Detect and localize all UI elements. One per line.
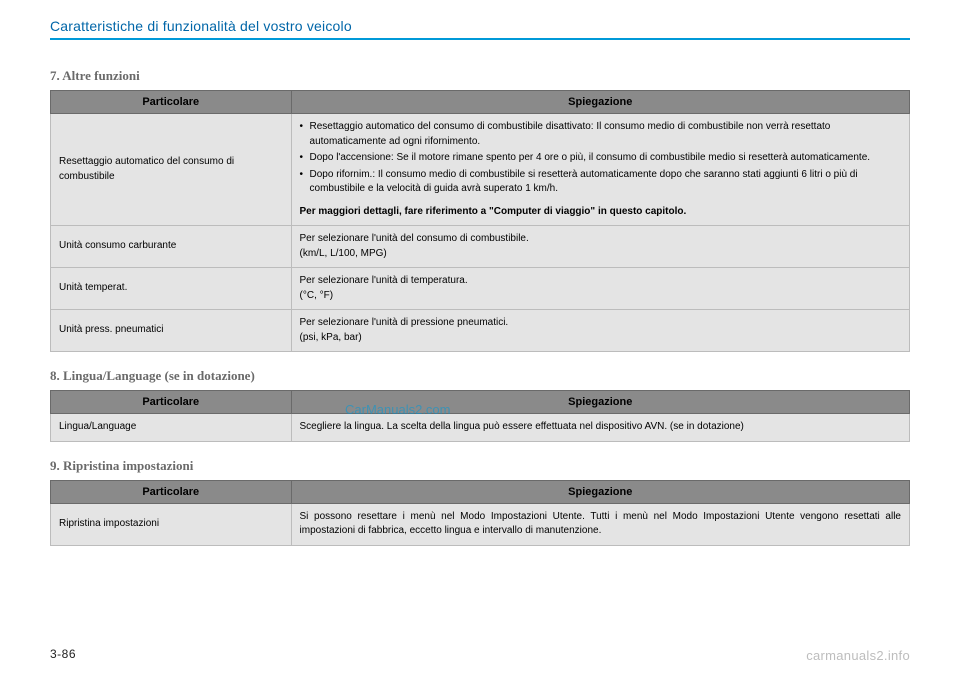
section-8-title: 8. Lingua/Language (se in dotazione): [50, 368, 910, 384]
table-9-header-right: Spiegazione: [291, 480, 909, 503]
table-row: Ripristina impostazioni Si possono reset…: [51, 503, 910, 545]
section-8: 8. Lingua/Language (se in dotazione) Par…: [50, 368, 910, 442]
section-7: 7. Altre funzioni Particolare Spiegazion…: [50, 68, 910, 352]
bullet-list: Resettaggio automatico del consumo di co…: [300, 120, 901, 197]
bullet-item: Dopo l'accensione: Se il motore rimane s…: [300, 151, 901, 166]
table-row: Resettaggio automatico del consumo di co…: [51, 114, 910, 226]
table-7-header-right: Spiegazione: [291, 91, 909, 114]
cell-right: Per selezionare l'unità di pressione pne…: [291, 310, 909, 352]
note-text: Per maggiori dettagli, fare riferimento …: [300, 205, 901, 220]
section-9: 9. Ripristina impostazioni Particolare S…: [50, 458, 910, 546]
cell-left: Lingua/Language: [51, 414, 292, 442]
page-number: 3-86: [50, 647, 76, 661]
page-header: Caratteristiche di funzionalità del vost…: [50, 18, 910, 40]
table-row: Unità temperat. Per selezionare l'unità …: [51, 268, 910, 310]
cell-left: Resettaggio automatico del consumo di co…: [51, 114, 292, 226]
table-8: Particolare Spiegazione Lingua/Language …: [50, 390, 910, 442]
bullet-item: Dopo rifornim.: Il consumo medio di comb…: [300, 168, 901, 197]
table-row: Unità consumo carburante Per selezionare…: [51, 226, 910, 268]
cell-left: Unità temperat.: [51, 268, 292, 310]
table-9-header-left: Particolare: [51, 480, 292, 503]
bullet-item: Resettaggio automatico del consumo di co…: [300, 120, 901, 149]
cell-right: Si possono resettare i menù nel Modo Imp…: [291, 503, 909, 545]
cell-right: Scegliere la lingua. La scelta della lin…: [291, 414, 909, 442]
table-9: Particolare Spiegazione Ripristina impos…: [50, 480, 910, 546]
cell-right: Per selezionare l'unità del consumo di c…: [291, 226, 909, 268]
cell-left: Unità consumo carburante: [51, 226, 292, 268]
cell-left: Unità press. pneumatici: [51, 310, 292, 352]
page-title: Caratteristiche di funzionalità del vost…: [50, 18, 352, 34]
table-row: Unità press. pneumatici Per selezionare …: [51, 310, 910, 352]
page-container: Caratteristiche di funzionalità del vost…: [0, 0, 960, 546]
cell-left: Ripristina impostazioni: [51, 503, 292, 545]
table-8-header-left: Particolare: [51, 391, 292, 414]
table-7-header-left: Particolare: [51, 91, 292, 114]
cell-right: Per selezionare l'unità di temperatura. …: [291, 268, 909, 310]
table-7: Particolare Spiegazione Resettaggio auto…: [50, 90, 910, 352]
footer-link: carmanuals2.info: [806, 648, 910, 663]
section-9-title: 9. Ripristina impostazioni: [50, 458, 910, 474]
section-7-title: 7. Altre funzioni: [50, 68, 910, 84]
table-8-header-right: Spiegazione: [291, 391, 909, 414]
table-row: Lingua/Language Scegliere la lingua. La …: [51, 414, 910, 442]
cell-right: Resettaggio automatico del consumo di co…: [291, 114, 909, 226]
